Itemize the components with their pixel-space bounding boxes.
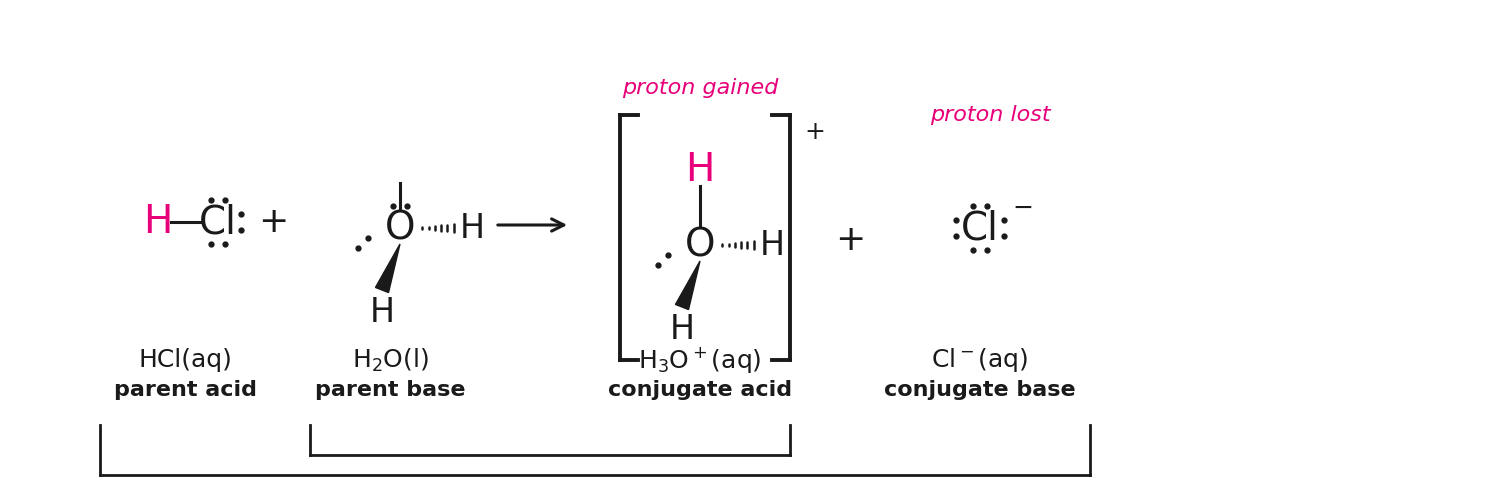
Text: Cl: Cl bbox=[962, 209, 999, 247]
Text: Cl: Cl bbox=[200, 203, 237, 241]
Text: $\mathrm{H_2O(l)}$: $\mathrm{H_2O(l)}$ bbox=[351, 347, 429, 374]
Text: conjugate base: conjugate base bbox=[884, 380, 1076, 400]
Text: H: H bbox=[686, 151, 714, 189]
Text: conjugate acid: conjugate acid bbox=[608, 380, 792, 400]
Text: +: + bbox=[258, 205, 288, 239]
Text: H: H bbox=[144, 203, 172, 241]
Text: H: H bbox=[669, 312, 694, 346]
Text: H: H bbox=[369, 295, 394, 329]
Polygon shape bbox=[675, 261, 700, 310]
Text: −: − bbox=[1013, 196, 1034, 220]
Text: O: O bbox=[384, 209, 416, 247]
Text: $\mathrm{H_3O^+(aq)}$: $\mathrm{H_3O^+(aq)}$ bbox=[638, 345, 762, 375]
Polygon shape bbox=[375, 244, 400, 293]
Text: proton lost: proton lost bbox=[930, 105, 1050, 125]
Text: H: H bbox=[459, 211, 484, 244]
Text: O: O bbox=[684, 226, 716, 264]
Text: $\mathrm{Cl^-(aq)}$: $\mathrm{Cl^-(aq)}$ bbox=[932, 346, 1029, 374]
Text: proton gained: proton gained bbox=[622, 78, 778, 98]
Text: HCl(aq): HCl(aq) bbox=[138, 348, 232, 372]
Text: parent acid: parent acid bbox=[114, 380, 256, 400]
Text: +: + bbox=[804, 120, 825, 144]
Text: +: + bbox=[836, 223, 866, 257]
Text: parent base: parent base bbox=[315, 380, 465, 400]
Text: H: H bbox=[759, 228, 784, 261]
